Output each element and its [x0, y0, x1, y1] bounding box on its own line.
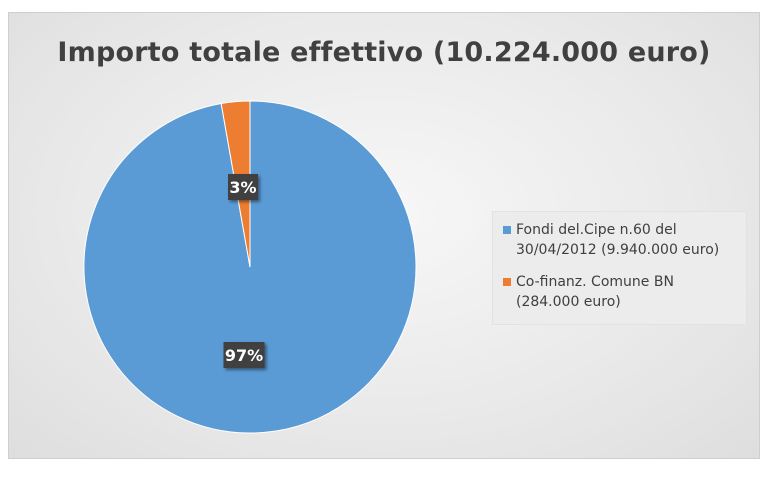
chart-area: Importo totale effettivo (10.224.000 eur… [8, 12, 760, 459]
legend-item: Fondi del.Cipe n.60 del 30/04/2012 (9.94… [503, 220, 740, 260]
legend-label-line: 30/04/2012 (9.940.000 euro) [516, 242, 720, 258]
legend-label: Fondi del.Cipe n.60 del 30/04/2012 (9.94… [516, 220, 719, 260]
legend-swatch-0 [503, 226, 511, 234]
legend-label-line: Co-finanz. Comune BN [516, 274, 674, 290]
legend-label-line: Fondi del.Cipe n.60 del [516, 222, 677, 238]
pie-chart: 97% 3% [83, 100, 417, 434]
svg-text:97%: 97% [225, 346, 263, 365]
legend-label-line: (284.000 euro) [516, 294, 621, 310]
chart-title: Importo totale effettivo (10.224.000 eur… [57, 37, 711, 68]
legend-item: Co-finanz. Comune BN (284.000 euro) [503, 272, 740, 312]
legend-swatch-1 [503, 278, 511, 286]
svg-text:3%: 3% [229, 178, 256, 197]
legend: Fondi del.Cipe n.60 del 30/04/2012 (9.94… [492, 211, 747, 325]
data-label: 97% [223, 342, 265, 368]
data-label: 3% [228, 174, 258, 200]
legend-label: Co-finanz. Comune BN (284.000 euro) [516, 272, 674, 312]
